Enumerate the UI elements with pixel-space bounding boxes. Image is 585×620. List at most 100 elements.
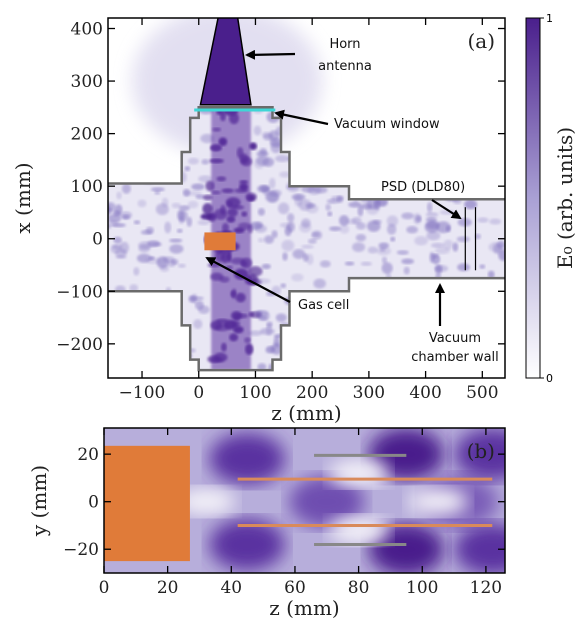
field-blob (113, 146, 120, 153)
field-blob (368, 523, 445, 573)
field-blob (110, 349, 122, 359)
field-blob (344, 261, 355, 266)
field-blob (176, 228, 183, 233)
field-blob (406, 287, 420, 298)
field-blob (257, 237, 265, 243)
field-blob (355, 327, 365, 337)
x-tick-label: 40 (220, 578, 242, 598)
y-axis-label: x (mm) (11, 162, 35, 233)
field-blob (365, 315, 380, 327)
field-blob (347, 133, 361, 140)
field-blob (154, 357, 169, 363)
field-blob (380, 147, 392, 152)
annotation: Vacuum (429, 331, 481, 346)
field-blob (357, 205, 364, 217)
field-blob (366, 204, 379, 215)
field-blob (315, 145, 323, 153)
field-blob (313, 324, 325, 334)
field-blob (477, 217, 489, 223)
field-blob (465, 303, 477, 309)
x-tick-label: 500 (466, 383, 498, 403)
field-blob (329, 174, 341, 185)
horn-antenna (199, 18, 252, 106)
field-blob (339, 225, 350, 234)
y-axis-label: y (mm) (27, 465, 51, 537)
field-blob (161, 149, 171, 161)
field-blob (123, 167, 132, 177)
field-blob (174, 309, 181, 317)
field-blob (493, 243, 502, 255)
field-blob (349, 172, 364, 181)
field-blob (115, 254, 127, 259)
field-blob (402, 296, 416, 304)
field-blob (301, 218, 311, 228)
x-tick-label: 120 (470, 578, 502, 598)
field-blob (124, 333, 131, 341)
field-blob (287, 213, 295, 223)
x-tick-label: 300 (353, 383, 385, 403)
field-blob (270, 141, 282, 154)
field-blob (394, 139, 409, 149)
field-blob (386, 223, 397, 235)
field-blob (260, 327, 275, 335)
chamber (108, 107, 505, 371)
field-blob (468, 172, 481, 184)
x-tick-label: 100 (406, 578, 438, 598)
field-blob (410, 367, 426, 371)
field-blob (450, 160, 465, 170)
field-blob (135, 352, 147, 358)
field-blob (381, 262, 393, 275)
field-blob (469, 307, 477, 318)
field-blob (474, 171, 486, 178)
x-tick-label: 200 (296, 383, 328, 403)
field-blob (248, 330, 263, 337)
field-blob (476, 138, 492, 145)
field-blob (406, 225, 419, 234)
field-blob (116, 191, 122, 200)
field-blob (257, 363, 267, 371)
field-blob (326, 198, 340, 204)
field-blob (319, 260, 331, 268)
field-blob (395, 107, 403, 116)
field-blob (125, 175, 138, 183)
field-blob (482, 109, 489, 122)
field-blob (382, 107, 397, 118)
field-blob (108, 366, 112, 371)
field-blob (320, 338, 334, 346)
field-blob (485, 144, 498, 154)
field-blob (277, 202, 290, 215)
x-axis-label: z (mm) (269, 596, 339, 620)
field-blob (282, 345, 296, 355)
field-blob (341, 150, 355, 162)
field-blob (456, 236, 470, 243)
field-blob (395, 316, 401, 322)
field-blob (497, 151, 505, 163)
field-blob (182, 188, 191, 197)
field-blob (313, 278, 326, 289)
field-blob (396, 250, 409, 255)
field-blob (261, 263, 271, 270)
arrow (205, 257, 291, 303)
field-blob (301, 244, 314, 249)
field-blob (368, 161, 378, 170)
field-blob (478, 179, 492, 190)
field-blob (115, 304, 126, 315)
field-blob (452, 124, 467, 131)
field-blob (413, 213, 422, 225)
field-blob (291, 344, 302, 351)
field-blob (256, 150, 269, 158)
field-blob (300, 365, 314, 371)
field-blob (469, 364, 482, 371)
field-blob (321, 164, 328, 170)
field-blob (257, 207, 265, 216)
field-blob (118, 316, 127, 323)
field-blob (145, 226, 155, 235)
field-blob (443, 129, 457, 139)
field-blob (132, 171, 144, 177)
y-tick-label: 100 (71, 177, 103, 197)
field-blob (356, 158, 370, 165)
colorbar-tick-label: 0 (546, 372, 553, 385)
field-blob (253, 125, 262, 136)
